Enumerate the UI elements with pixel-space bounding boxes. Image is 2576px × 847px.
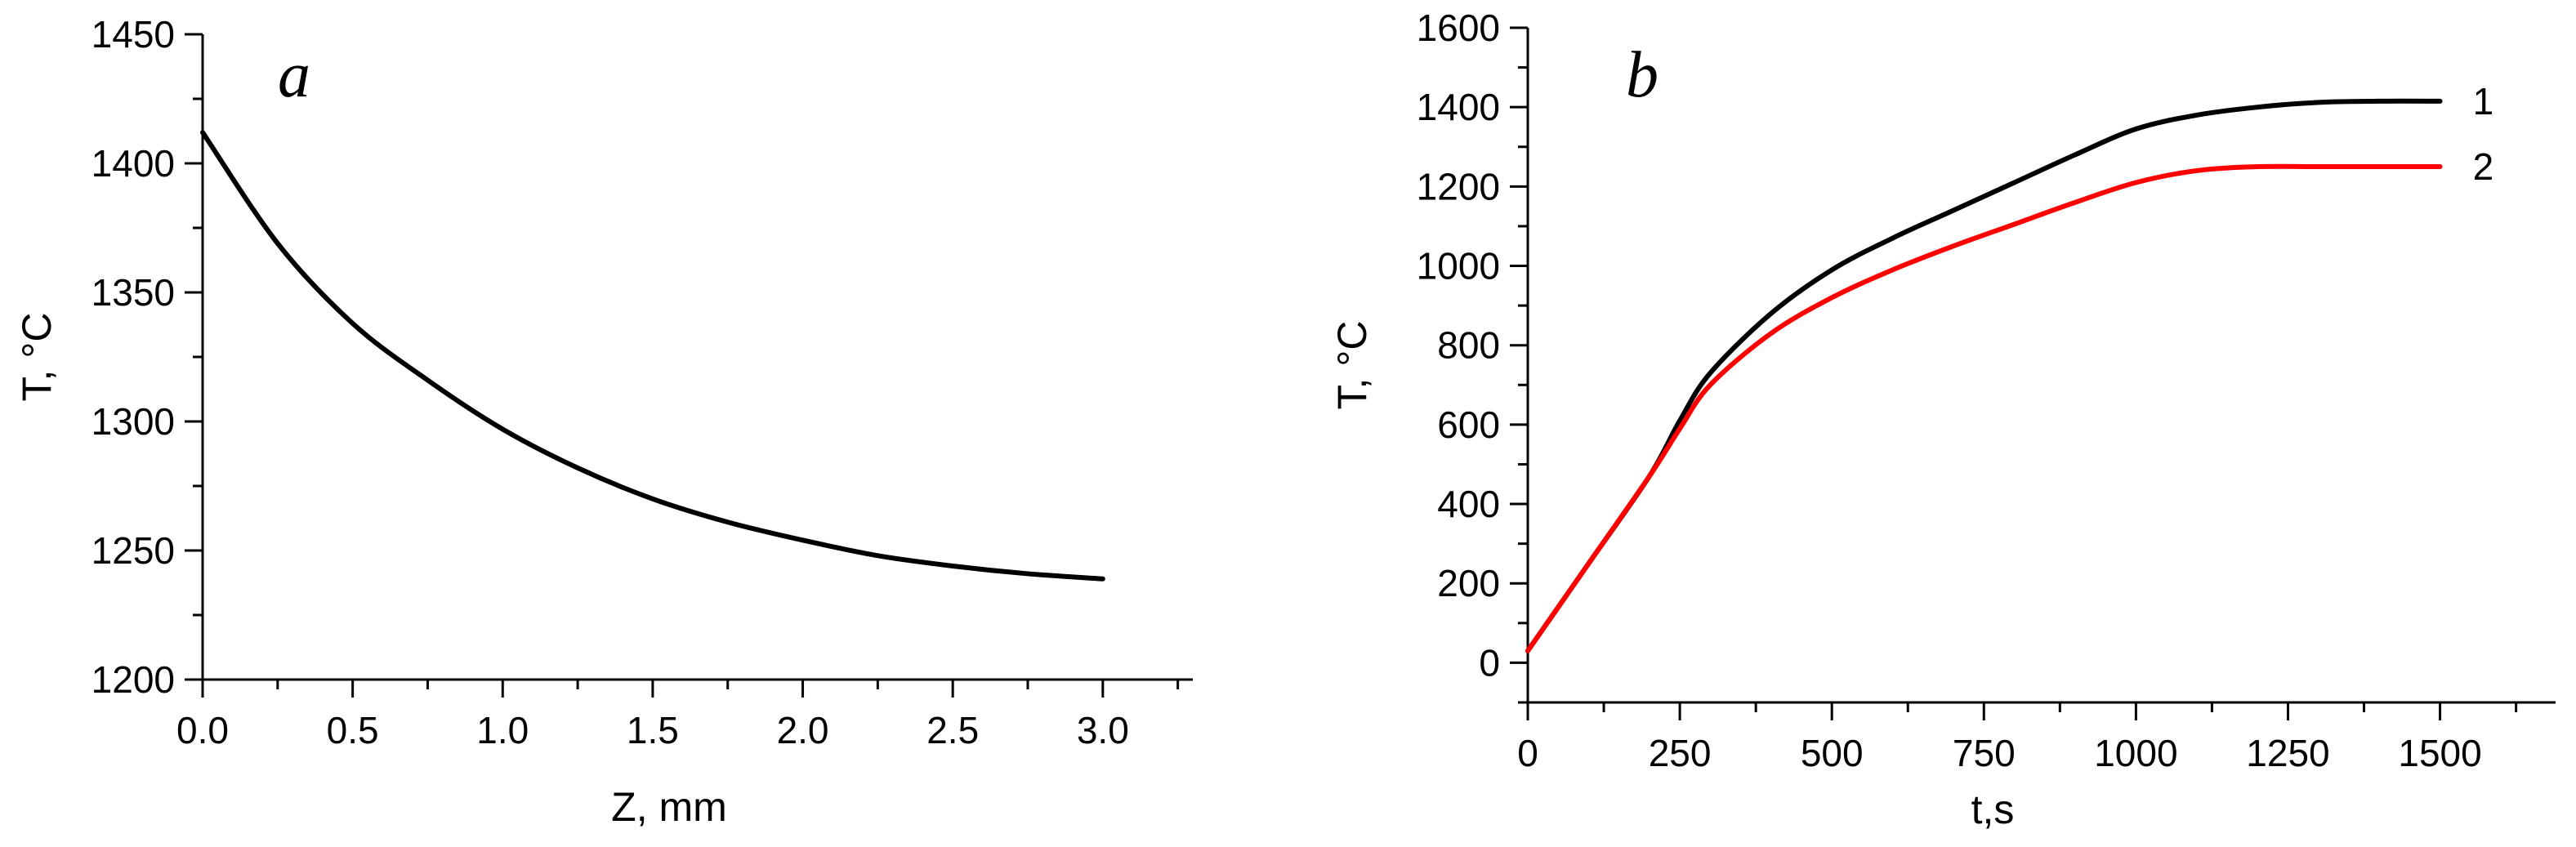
y-tick-label: 1200	[1417, 165, 1500, 207]
chart-panel-b: 0 250 500 750 1000 1250 1500 0 200 400 600 800 1000 1…	[1329, 7, 2556, 832]
y-tick-label: 600	[1437, 403, 1500, 446]
y-tick-label: 800	[1437, 324, 1500, 367]
x-tick-label: 1.0	[476, 709, 529, 751]
y-tick-label: 1400	[1417, 86, 1500, 128]
x-tick-label: 1000	[2094, 732, 2177, 774]
y-tick-label: 0	[1479, 641, 1500, 684]
series-line-1	[200, 130, 1105, 582]
panel-letter: a	[278, 39, 310, 111]
x-axis-label: t,s	[1971, 787, 2015, 832]
x-tick-label: 250	[1649, 732, 1712, 774]
y-axis-label: T, °C	[14, 313, 60, 402]
y-tick-label: 1450	[92, 13, 175, 56]
y-tick-label: 1400	[92, 142, 175, 185]
x-tick-label: 2.0	[777, 709, 829, 751]
series-label-2: 2	[2473, 145, 2494, 188]
y-tick-label: 1350	[92, 271, 175, 314]
y-tick-label: 1200	[92, 658, 175, 701]
panel-letter: b	[1626, 39, 1659, 111]
series-line-2	[1525, 163, 2443, 653]
x-tick-label: 3.0	[1077, 709, 1129, 751]
y-tick-label: 1000	[1417, 245, 1500, 288]
x-tick-label: 0.5	[327, 709, 379, 751]
series-line-1	[1525, 98, 2443, 653]
x-tick-label: 0	[1517, 732, 1538, 774]
x-tick-label: 1.5	[627, 709, 679, 751]
chart-panel-a: 0.0 0.5 1.0 1.5 2.0 2.5 3.0 1200 1250 1300 1350 140…	[14, 13, 1193, 830]
y-tick-label: 1300	[92, 400, 175, 443]
y-tick-label: 1250	[92, 529, 175, 572]
x-tick-label: 750	[1953, 732, 2016, 774]
x-tick-label: 1250	[2246, 732, 2329, 774]
x-axis-label: Z, mm	[611, 784, 727, 830]
x-tick-label: 0.0	[176, 709, 229, 751]
y-axis-label: T, °C	[1329, 321, 1375, 410]
series-label-1: 1	[2473, 80, 2494, 123]
x-tick-label: 500	[1801, 732, 1864, 774]
y-tick-label: 200	[1437, 562, 1500, 604]
y-tick-label: 400	[1437, 483, 1500, 525]
x-tick-label: 2.5	[926, 709, 979, 751]
y-tick-label: 1600	[1417, 7, 1500, 49]
x-tick-label: 1500	[2398, 732, 2481, 774]
